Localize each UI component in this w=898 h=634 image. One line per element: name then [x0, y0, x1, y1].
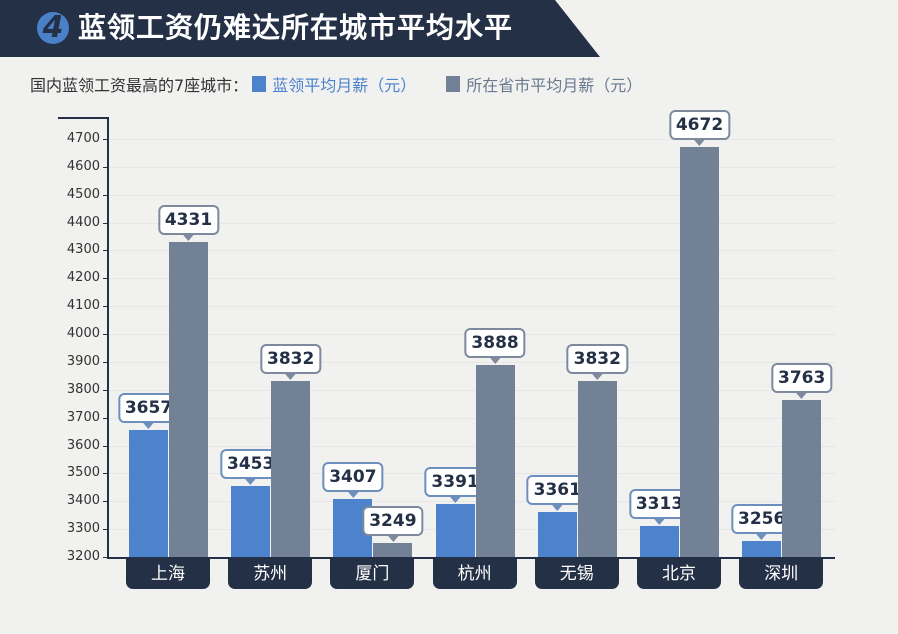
y-tick-label: 3300 — [66, 521, 100, 537]
y-tick-label: 4200 — [66, 270, 100, 286]
y-tick-label: 3700 — [66, 409, 100, 425]
data-label: 3361 — [526, 475, 588, 512]
bar-blue-collar — [231, 486, 271, 557]
y-tick-label: 4000 — [66, 326, 100, 342]
y-tick-label: 4600 — [66, 158, 100, 174]
bar-city-average — [475, 365, 515, 557]
x-category-label: 苏州 — [228, 559, 313, 589]
y-tick-label: 3500 — [66, 465, 100, 481]
gridline — [109, 222, 835, 224]
y-tick-mark — [103, 278, 108, 280]
y-tick-mark — [103, 166, 108, 168]
y-tick-label: 4500 — [66, 186, 100, 202]
gridline — [109, 501, 835, 503]
y-tick-mark — [103, 194, 108, 196]
section-number-badge: 4 — [37, 12, 69, 44]
y-tick-mark — [103, 361, 108, 363]
data-label: 3407 — [322, 462, 384, 499]
x-category-label: 无锡 — [534, 559, 619, 589]
bar-blue-collar — [640, 525, 679, 557]
y-tick-mark — [103, 222, 108, 224]
data-label: 3453 — [220, 449, 282, 486]
data-label: 3832 — [260, 343, 322, 380]
bar-city-average — [271, 380, 311, 557]
x-category-label: 厦门 — [330, 559, 415, 589]
legend-label-city-average: 所在省市平均月薪（元） — [466, 76, 643, 95]
x-category-label: 上海 — [126, 559, 210, 589]
gridline — [109, 166, 835, 168]
x-category-label: 深圳 — [739, 559, 824, 589]
y-tick-label: 3800 — [66, 381, 100, 397]
y-tick-label: 4100 — [66, 298, 100, 314]
y-tick-mark — [103, 529, 108, 531]
y-tick-label: 4700 — [66, 131, 100, 146]
gridline — [109, 194, 835, 196]
bar-blue-collar — [129, 429, 168, 557]
y-tick-mark — [103, 473, 108, 475]
data-label: 3888 — [464, 328, 526, 365]
y-tick-mark — [103, 417, 108, 419]
legend-swatch-gray — [446, 76, 461, 92]
x-category-label: 杭州 — [432, 559, 517, 589]
y-tick-label: 4400 — [66, 214, 100, 230]
bar-blue-collar — [537, 512, 577, 557]
y-tick-mark — [103, 334, 108, 336]
gridline — [109, 417, 835, 419]
bar-city-average — [680, 146, 719, 557]
data-label: 3832 — [566, 343, 628, 380]
bar-blue-collar — [435, 503, 475, 557]
y-tick-mark — [103, 501, 108, 503]
data-label: 4672 — [668, 109, 731, 146]
gridline — [109, 306, 835, 308]
y-tick-mark — [103, 389, 108, 391]
x-category-label: 北京 — [637, 559, 721, 589]
bar-city-average — [169, 241, 208, 557]
gridline — [109, 139, 835, 140]
y-tick-label: 3900 — [66, 353, 100, 369]
bar-city-average — [373, 543, 413, 557]
y-tick-mark — [103, 250, 108, 252]
data-label: 3249 — [362, 506, 424, 543]
gridline — [109, 445, 835, 447]
gridline — [109, 361, 835, 363]
data-label: 3391 — [424, 466, 486, 503]
title-banner — [0, 0, 600, 57]
y-tick-label: 3600 — [66, 437, 100, 453]
data-label: 3256 — [731, 504, 793, 541]
y-tick-label: 3200 — [66, 549, 100, 564]
y-tick-label: 3400 — [66, 493, 100, 509]
y-tick-mark — [103, 139, 108, 140]
data-label: 4331 — [157, 204, 220, 241]
legend-swatch-blue — [252, 76, 267, 92]
legend-label-blue-collar: 蓝领平均月薪（元） — [272, 76, 417, 95]
y-tick-mark — [103, 445, 108, 447]
y-tick-mark — [103, 306, 108, 308]
bar-city-average — [577, 380, 617, 557]
chart-subtitle: 国内蓝领工资最高的7座城市： 蓝领平均月薪（元） 所在省市平均月薪（元） — [30, 72, 668, 96]
bar-city-average — [782, 400, 822, 557]
y-tick-mark — [103, 557, 108, 558]
page-title: 蓝领工资仍难达所在城市平均水平 — [78, 11, 514, 44]
gridline — [109, 278, 835, 280]
gridline — [109, 389, 835, 391]
bar-blue-collar — [742, 541, 782, 557]
subtitle-text: 国内蓝领工资最高的7座城市： — [30, 76, 249, 95]
y-axis-top-cap — [58, 117, 108, 119]
gridline — [109, 250, 835, 252]
data-label: 3763 — [771, 363, 833, 400]
data-label: 3313 — [628, 488, 691, 525]
y-axis — [107, 117, 109, 559]
x-axis — [107, 557, 835, 559]
y-tick-label: 4300 — [66, 242, 100, 258]
